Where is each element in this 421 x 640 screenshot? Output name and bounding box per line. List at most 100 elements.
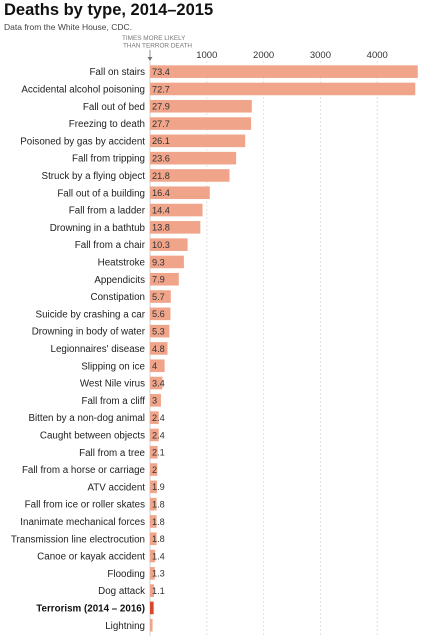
value-label: 73.4 bbox=[152, 67, 170, 77]
category-label: Freezing to death bbox=[69, 119, 145, 130]
x-tick-label: 3000 bbox=[310, 50, 331, 61]
category-label: Bitten by a non-dog animal bbox=[28, 413, 145, 424]
value-label: 26.1 bbox=[152, 136, 170, 146]
chart-title: Deaths by type, 2014–2015 bbox=[4, 1, 214, 19]
category-label: Suicide by crashing a car bbox=[36, 309, 146, 320]
bar bbox=[150, 307, 171, 321]
value-label: 1.1 bbox=[152, 586, 165, 596]
category-label: Fall from a chair bbox=[75, 240, 146, 251]
value-label: 27.7 bbox=[152, 119, 170, 129]
bar bbox=[150, 618, 153, 632]
value-label: 2 bbox=[152, 465, 157, 475]
value-label: 2.1 bbox=[152, 448, 165, 458]
value-label: 9.3 bbox=[152, 257, 165, 267]
bar bbox=[150, 82, 416, 96]
category-label: Terrorism (2014 – 2016) bbox=[36, 603, 145, 614]
category-label: ATV accident bbox=[87, 482, 145, 493]
annotation-arrowhead bbox=[147, 57, 153, 61]
bar bbox=[150, 411, 159, 424]
value-label: 1.9 bbox=[152, 482, 165, 492]
category-label: Slipping on ice bbox=[81, 361, 145, 372]
category-label: Fall from ice or roller skates bbox=[25, 500, 145, 511]
annotation-line: TIMES MORE LIKELY bbox=[122, 35, 186, 42]
bar bbox=[150, 567, 155, 580]
bar bbox=[150, 151, 237, 165]
annotation-line: THAN TERROR DEATH bbox=[123, 43, 192, 50]
bar bbox=[150, 186, 210, 200]
bar bbox=[150, 394, 161, 407]
bars bbox=[150, 65, 418, 632]
value-label: 4 bbox=[152, 361, 157, 371]
category-label: Lightning bbox=[105, 621, 145, 632]
category-label: Fall from a ladder bbox=[69, 206, 146, 217]
value-label: 27.9 bbox=[152, 102, 170, 112]
bar bbox=[150, 532, 157, 546]
bar bbox=[150, 601, 154, 615]
category-label: Canoe or kayak accident bbox=[37, 552, 145, 563]
category-label: Fall from a cliff bbox=[81, 396, 145, 407]
value-label: 3 bbox=[152, 396, 157, 406]
category-label: Heatstroke bbox=[98, 257, 146, 268]
x-tick-label: 1000 bbox=[196, 50, 217, 61]
bar bbox=[150, 342, 168, 355]
x-axis-ticks: 1000 2000 3000 4000 bbox=[196, 50, 388, 61]
bar bbox=[150, 65, 418, 78]
value-label: 10.3 bbox=[152, 240, 170, 250]
value-label: 5.6 bbox=[152, 309, 165, 319]
bar bbox=[150, 497, 157, 511]
category-label: Struck by a flying object bbox=[42, 171, 146, 182]
bar bbox=[150, 117, 252, 130]
category-label: Fall from a horse or carriage bbox=[22, 465, 146, 476]
gridlines bbox=[149, 61, 378, 636]
value-label: 14.4 bbox=[152, 205, 170, 215]
category-label: Appendicits bbox=[94, 275, 145, 286]
bar bbox=[150, 359, 165, 373]
value-label: 1.8 bbox=[152, 517, 165, 527]
value-label: 3.4 bbox=[152, 378, 165, 388]
bar bbox=[150, 480, 157, 494]
category-label: Transmission line electrocution bbox=[11, 534, 145, 545]
category-label: Dog attack bbox=[98, 586, 145, 597]
category-label: Fall out of a building bbox=[57, 188, 145, 199]
bar bbox=[150, 290, 171, 303]
value-labels: 73.472.727.927.726.123.621.816.414.413.8… bbox=[152, 67, 170, 596]
x-tick-label: 4000 bbox=[367, 50, 388, 61]
value-label: 1.4 bbox=[152, 551, 165, 561]
bar bbox=[150, 99, 252, 113]
category-label: Fall on stairs bbox=[89, 67, 145, 78]
value-label: 13.8 bbox=[152, 223, 170, 233]
value-label: 1.8 bbox=[152, 499, 165, 509]
category-label: Fall out of bed bbox=[83, 102, 145, 113]
bar bbox=[150, 428, 159, 442]
category-label: Fall from tripping bbox=[72, 154, 145, 165]
bar bbox=[150, 324, 170, 338]
category-label: Constipation bbox=[91, 292, 145, 303]
value-label: 21.8 bbox=[152, 171, 170, 181]
category-label: Accidental alcohol poisoning bbox=[21, 84, 145, 95]
category-label: Legionnaires' disease bbox=[51, 344, 146, 355]
bar bbox=[150, 134, 246, 148]
value-label: 1.8 bbox=[152, 534, 165, 544]
bar bbox=[150, 445, 158, 459]
bar bbox=[150, 463, 158, 476]
category-label: West Nile virus bbox=[80, 379, 145, 390]
category-label: Drowning in a bathtub bbox=[50, 223, 146, 234]
value-label: 5.3 bbox=[152, 326, 165, 336]
value-label: 72.7 bbox=[152, 84, 170, 94]
value-label: 5.7 bbox=[152, 292, 165, 302]
bar bbox=[150, 549, 156, 563]
bar bbox=[150, 238, 188, 251]
value-label: 4.8 bbox=[152, 344, 165, 354]
bar bbox=[150, 203, 203, 217]
bar bbox=[150, 169, 230, 182]
category-label: Inanimate mechanical forces bbox=[20, 517, 145, 528]
category-labels: Fall on stairs Accidental alcohol poisoni… bbox=[11, 67, 146, 632]
bar bbox=[150, 221, 201, 234]
category-label: Fall from a tree bbox=[79, 448, 145, 459]
bar bbox=[150, 376, 163, 390]
category-label: Drowning in body of water bbox=[32, 327, 146, 338]
x-tick-label: 2000 bbox=[253, 50, 274, 61]
category-label: Caught between objects bbox=[40, 430, 145, 441]
